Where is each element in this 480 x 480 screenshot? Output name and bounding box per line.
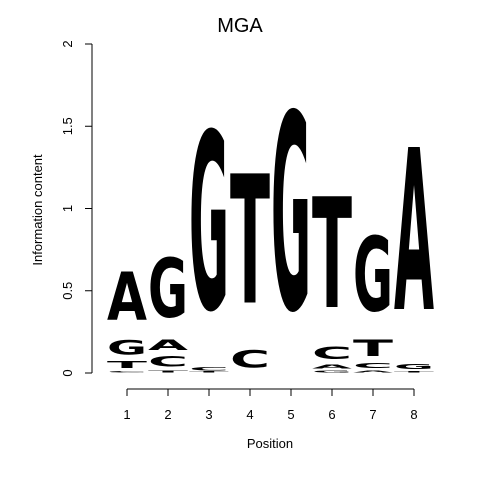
position-5-stack: G [271,58,311,373]
letter-C: C [107,371,147,373]
letter-G: G [312,370,352,373]
x-tick-label: 4 [246,407,253,422]
y-tick-label: 1 [60,205,75,212]
letter-G: G [189,83,229,366]
letter-A: A [353,370,394,373]
letter-A: A [312,363,353,370]
letter-C: C [312,344,352,364]
y-tick-label: 0.5 [60,282,75,300]
letter-C: C [353,362,393,370]
letter-G: G [353,215,393,335]
letter-G: G [271,58,311,373]
letter-G: G [394,363,434,371]
x-tick-label: 7 [369,407,376,422]
letter-T: T [230,140,270,345]
x-tick-label: 5 [287,407,294,422]
x-axis-label: Position [247,436,293,451]
position-4-stack: CT [230,140,270,373]
letter-A: A [107,259,147,336]
x-tick-label: 1 [123,407,130,422]
x-tick-label: 8 [410,407,417,422]
letter-C: C [148,354,188,370]
letter-C: C [189,367,229,372]
letter-A: A [148,337,189,353]
chart-title: MGA [217,15,263,37]
x-tick-label: 2 [164,407,171,422]
letter-T: T [189,371,230,373]
letter-C: C [230,345,270,373]
x-tick-label: 3 [205,407,212,422]
y-axis-label: Information content [30,154,45,266]
position-3-stack: TCG [189,83,230,373]
y-tick-label: 0 [60,369,75,376]
y-tick-label: 1.5 [60,117,75,135]
letter-T: T [148,370,189,373]
letter-A: A [394,104,434,363]
letter-G: G [107,336,147,359]
letter-T: T [394,371,435,373]
letter-T: T [353,336,394,362]
letter-T: T [107,359,147,370]
y-axis: 0 0.5 1 1.5 2 [60,40,93,377]
letter-G: G [148,242,188,337]
y-tick-label: 2 [60,40,75,47]
position-8-stack: TGA [394,104,435,373]
letter-T: T [312,167,352,344]
x-axis: 1 2 3 4 5 6 7 8 [123,388,418,422]
x-tick-label: 6 [328,407,335,422]
